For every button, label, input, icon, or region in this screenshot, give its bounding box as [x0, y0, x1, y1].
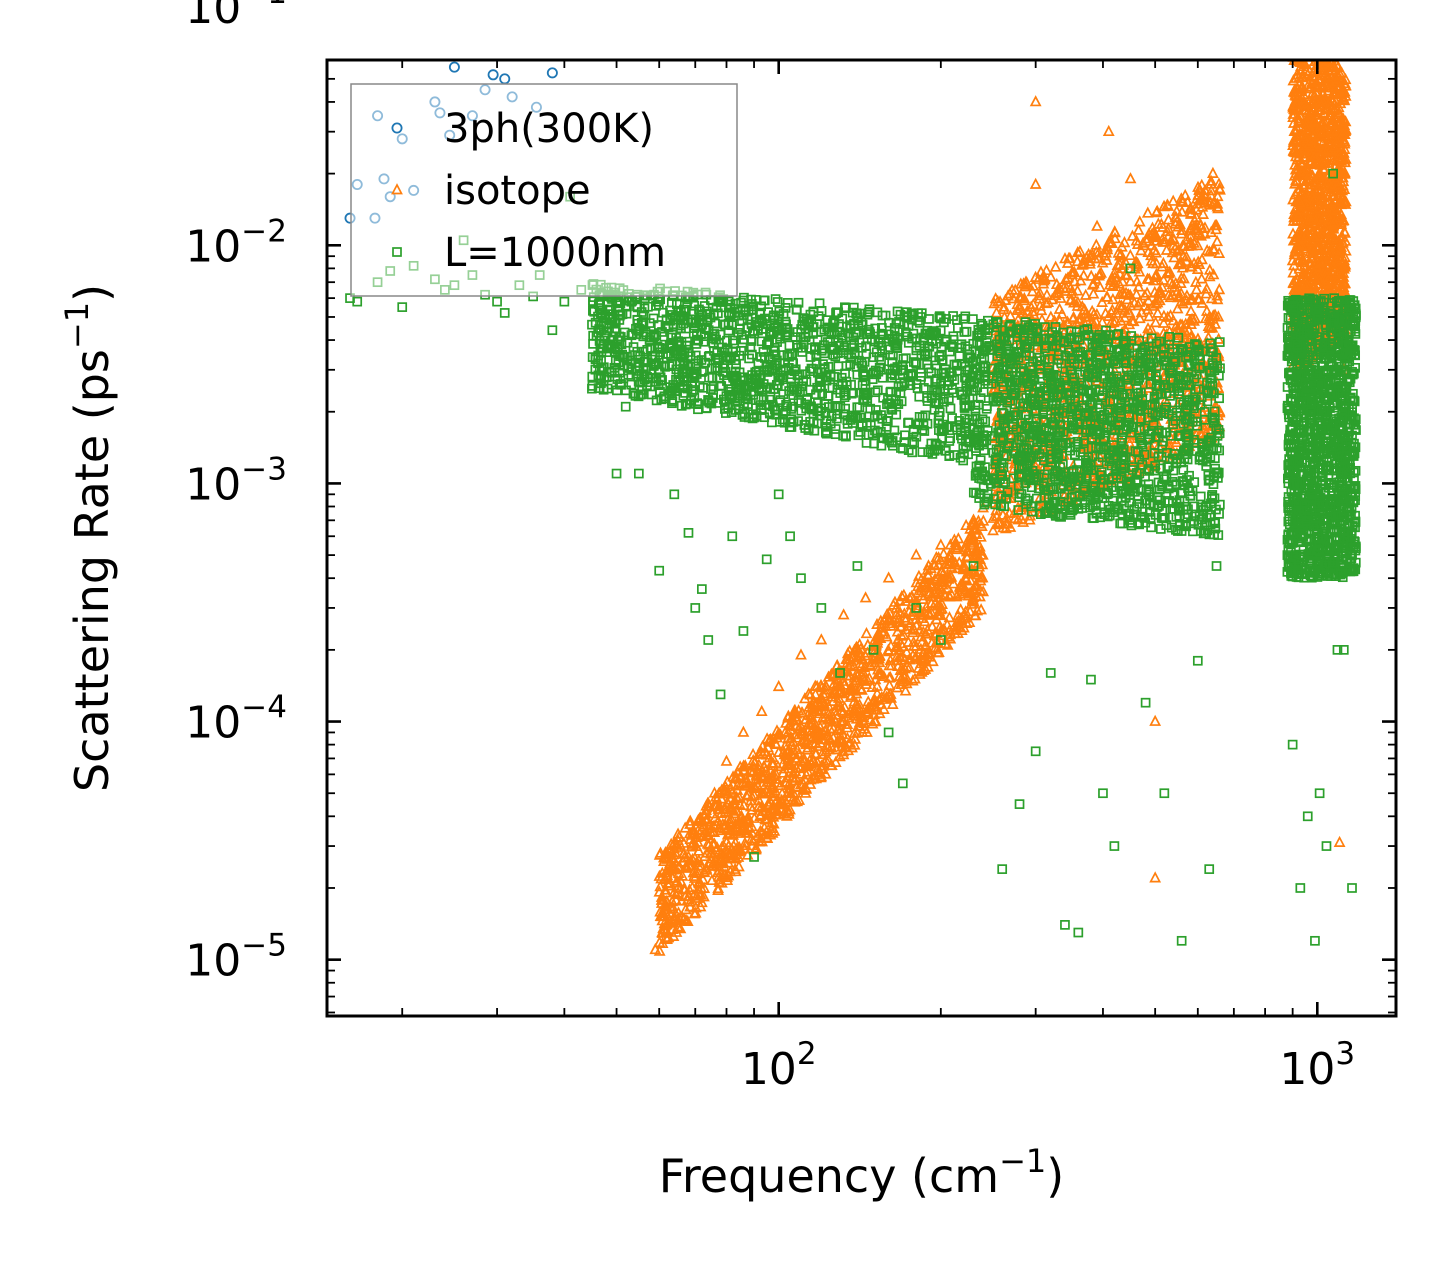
- data-point-circle: [592, 13, 601, 22]
- data-point-circle: [450, 63, 459, 72]
- data-point-circle: [492, 49, 501, 58]
- data-point-circle: [489, 70, 498, 79]
- data-point-circle: [463, 47, 472, 56]
- data-point-circle: [525, 32, 534, 41]
- data-point-circle: [535, 39, 544, 48]
- data-point-circle: [542, 19, 551, 28]
- data-point-circle: [566, 8, 575, 17]
- data-point-circle: [560, 39, 569, 48]
- data-point-circle: [612, 3, 621, 12]
- data-point-circle: [500, 74, 509, 83]
- data-point-circle: [518, 13, 527, 22]
- data-point-circle: [548, 68, 557, 77]
- data-point-triangle: [862, 629, 871, 638]
